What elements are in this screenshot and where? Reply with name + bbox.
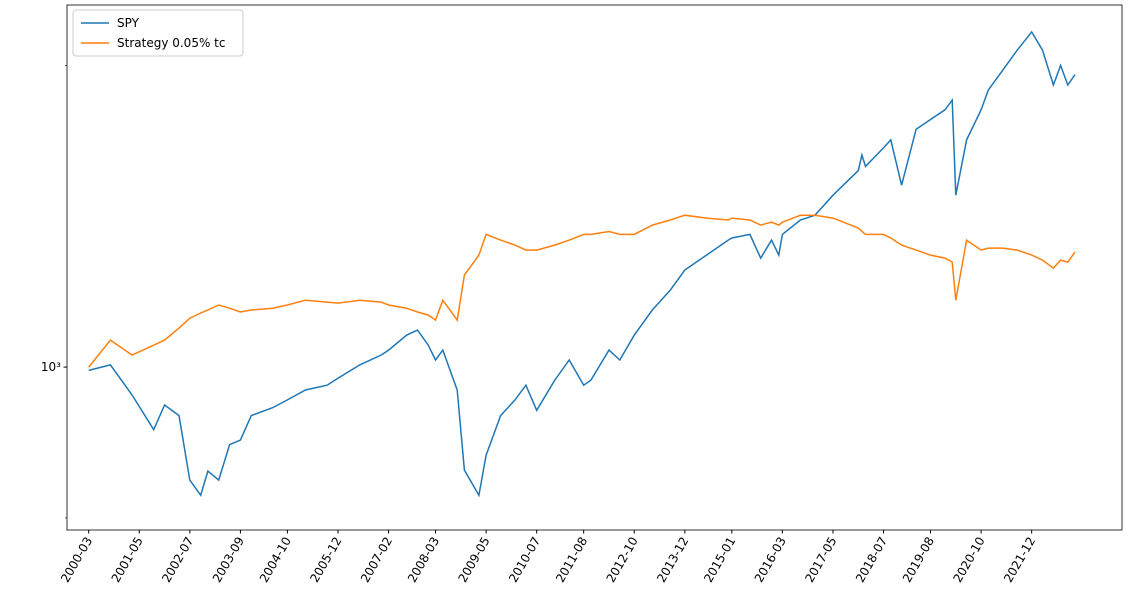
x-tick-label: 2009-05	[456, 535, 493, 585]
plot-frame	[66, 4, 1123, 531]
x-tick-label: 2002-07	[159, 535, 196, 585]
x-tick-label: 2011-08	[553, 535, 590, 585]
x-tick-label: 2013-12	[654, 535, 691, 585]
x-tick-label: 2019-08	[900, 535, 937, 585]
x-tick-label: 2015-01	[701, 535, 738, 585]
x-tick-label: 2005-12	[307, 535, 344, 585]
x-tick-label: 2010-07	[506, 535, 543, 585]
x-tick-label: 2016-03	[752, 535, 789, 585]
x-tick-label: 2021-12	[1001, 535, 1038, 585]
x-tick-label: 2020-10	[950, 535, 987, 585]
x-tick-label: 2018-07	[853, 535, 890, 585]
x-tick-label: 2012-10	[604, 535, 641, 585]
legend-label: Strategy 0.05% tc	[117, 36, 225, 50]
series-line	[88, 214, 1076, 368]
legend-box	[72, 9, 244, 57]
x-tick-label: 2007-02	[358, 535, 395, 585]
x-tick-label: 2004-10	[257, 535, 294, 585]
x-tick-label: 2001-05	[109, 535, 146, 585]
x-tick-label: 2000-03	[58, 535, 95, 585]
y-tick-label: 10³	[41, 360, 61, 374]
x-tick-label: 2017-05	[802, 535, 839, 585]
legend-label: SPY	[117, 16, 140, 30]
x-tick-label: 2008-03	[405, 535, 442, 585]
x-tick-label: 2003-09	[210, 535, 247, 585]
series-line	[88, 30, 1076, 498]
